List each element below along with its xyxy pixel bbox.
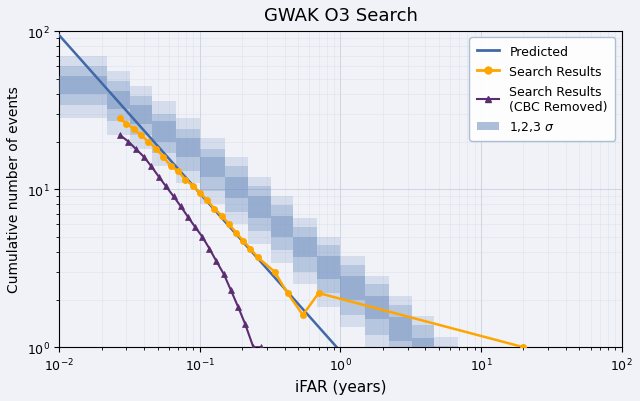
Legend: Predicted, Search Results, Search Results
(CBC Removed), 1,2,3 $\sigma$: Predicted, Search Results, Search Result… [470,38,616,142]
Y-axis label: Cumulative number of events: Cumulative number of events [7,87,21,293]
X-axis label: iFAR (years): iFAR (years) [295,379,387,394]
Title: GWAK O3 Search: GWAK O3 Search [264,7,417,25]
